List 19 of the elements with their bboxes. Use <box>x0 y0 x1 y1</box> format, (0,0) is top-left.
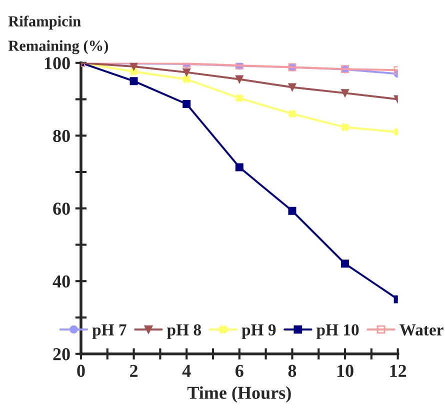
legend-label: pH 10 <box>316 324 359 339</box>
x-axis-title: Time (Hours) <box>187 386 291 403</box>
x-tick-label: 4 <box>182 364 191 377</box>
legend-label: Water <box>400 324 444 336</box>
y-tick-label: 100 <box>44 57 70 70</box>
y-tick-label: 20 <box>53 348 70 360</box>
x-tick-label: 2 <box>130 364 138 377</box>
y-tick-label: 60 <box>53 202 70 215</box>
x-tick-label: 10 <box>337 364 354 377</box>
y-tick-label: 80 <box>53 130 70 142</box>
legend-label: pH 8 <box>167 324 201 339</box>
legend-label: pH 7 <box>92 324 126 339</box>
y-axis-title: Rifampicin Remaining (%) <box>8 16 108 54</box>
y-tick-label: 40 <box>52 275 70 288</box>
x-tick-label: 12 <box>390 364 406 377</box>
x-tick-label: 8 <box>288 364 296 377</box>
x-tick-label: 0 <box>77 364 85 377</box>
x-tick-label: 6 <box>236 364 244 377</box>
legend-label: pH 9 <box>242 324 276 339</box>
